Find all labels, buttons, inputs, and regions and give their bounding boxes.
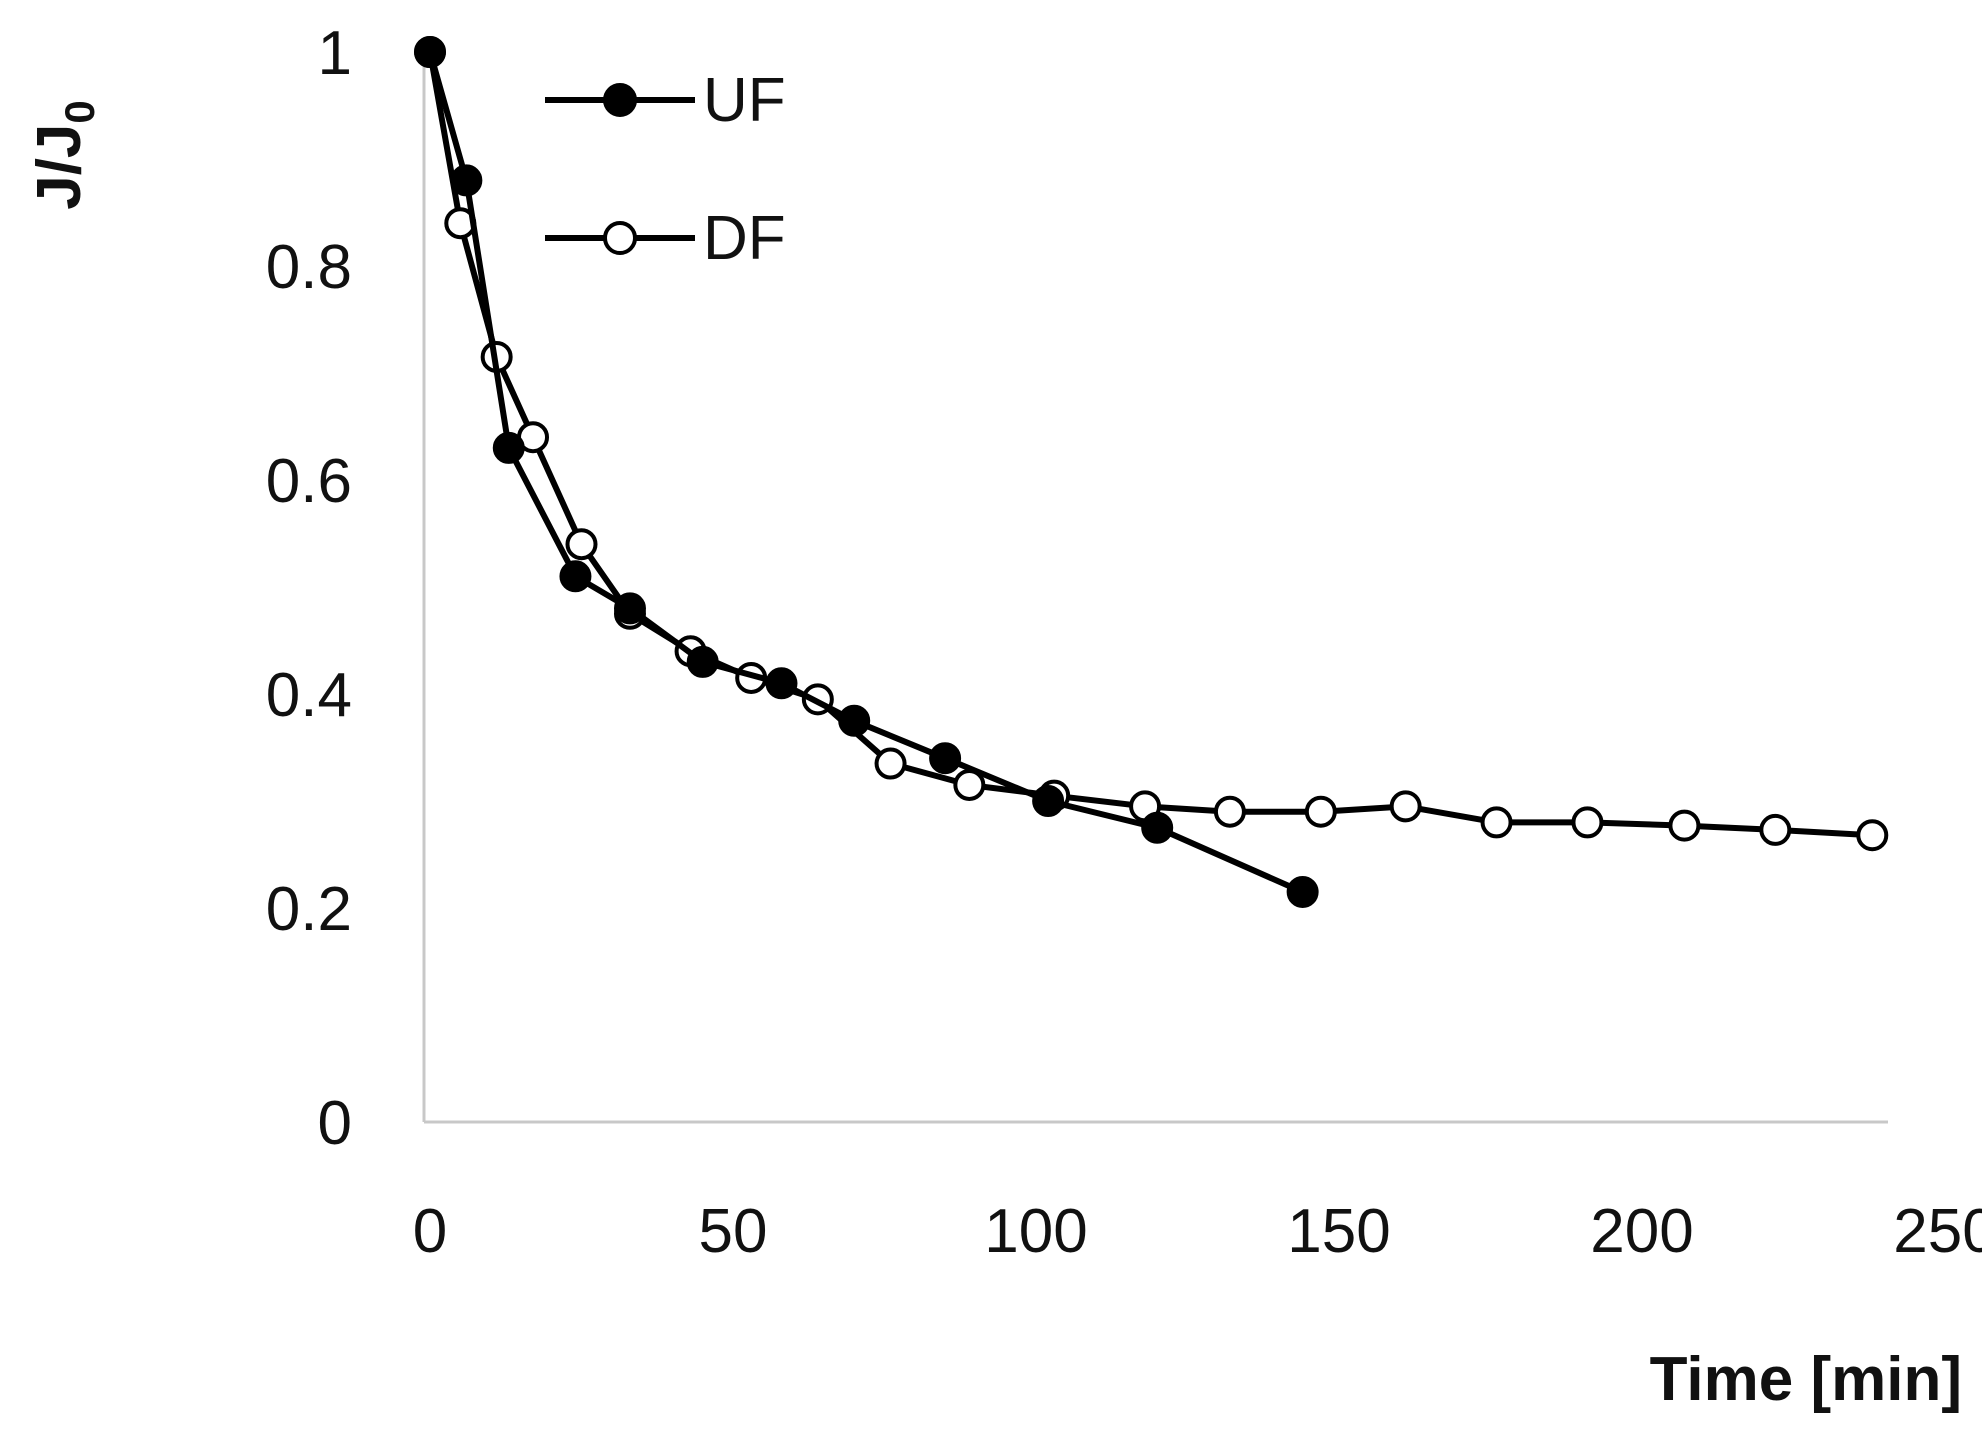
x-tick-label: 0 xyxy=(413,1197,447,1266)
legend-uf-marker xyxy=(603,83,637,117)
legend: UF DF xyxy=(545,66,786,273)
series-uf-point xyxy=(450,164,483,197)
series-df-point xyxy=(874,747,907,780)
series-df-point xyxy=(1480,806,1513,839)
series-df-point xyxy=(1213,795,1246,828)
plot-area xyxy=(422,52,1888,1124)
x-tick-label: 50 xyxy=(699,1197,768,1266)
y-tick-labels: 0 0.2 0.4 0.6 0.8 1 xyxy=(266,19,352,1158)
y-axis-title-subscript: 0 xyxy=(56,100,103,123)
y-tick-label: 0.2 xyxy=(266,875,352,944)
series-df-point xyxy=(1759,813,1792,846)
series-df xyxy=(414,36,1889,852)
series-uf-point xyxy=(1286,875,1319,908)
x-tick-label: 100 xyxy=(984,1197,1087,1266)
y-tick-label: 0.8 xyxy=(266,233,352,302)
legend-uf-label: UF xyxy=(703,66,786,135)
series-layer xyxy=(414,36,1889,908)
series-df-point xyxy=(1668,809,1701,842)
series-df-point xyxy=(1304,795,1337,828)
legend-item-df: DF xyxy=(545,204,786,273)
series-uf-line xyxy=(427,51,1304,895)
x-tick-labels: 0 50 100 150 200 250 xyxy=(413,1197,1982,1266)
x-tick-label: 150 xyxy=(1287,1197,1390,1266)
x-tick-label: 200 xyxy=(1590,1197,1693,1266)
series-uf-point xyxy=(686,645,719,678)
series-df-point xyxy=(1389,790,1422,823)
y-tick-label: 0.6 xyxy=(266,447,352,516)
legend-df-marker xyxy=(603,221,637,255)
x-axis-title: Time [min] xyxy=(1650,1345,1962,1414)
series-df-point xyxy=(1571,806,1604,839)
series-uf-point xyxy=(1141,811,1174,844)
series-uf-point xyxy=(929,742,962,775)
legend-df-label: DF xyxy=(703,204,786,273)
y-axis-title: J/J0 xyxy=(25,100,103,210)
y-axis-title-main: J/J xyxy=(25,124,94,210)
series-uf-point xyxy=(613,592,646,625)
y-tick-label: 0 xyxy=(318,1089,352,1158)
series-df-point xyxy=(565,528,598,561)
legend-item-uf: UF xyxy=(545,66,786,135)
series-df-line xyxy=(427,51,1873,839)
series-df-point xyxy=(1856,819,1889,852)
series-uf-point xyxy=(559,560,592,593)
series-uf-point xyxy=(765,667,798,700)
series-uf xyxy=(414,36,1319,908)
x-tick-label: 250 xyxy=(1893,1197,1982,1266)
y-tick-label: 0.4 xyxy=(266,661,352,730)
series-uf-point xyxy=(492,431,525,464)
series-uf-point xyxy=(414,36,446,68)
y-tick-label: 1 xyxy=(318,19,352,88)
series-uf-point xyxy=(838,704,871,737)
series-uf-point xyxy=(1032,785,1065,817)
